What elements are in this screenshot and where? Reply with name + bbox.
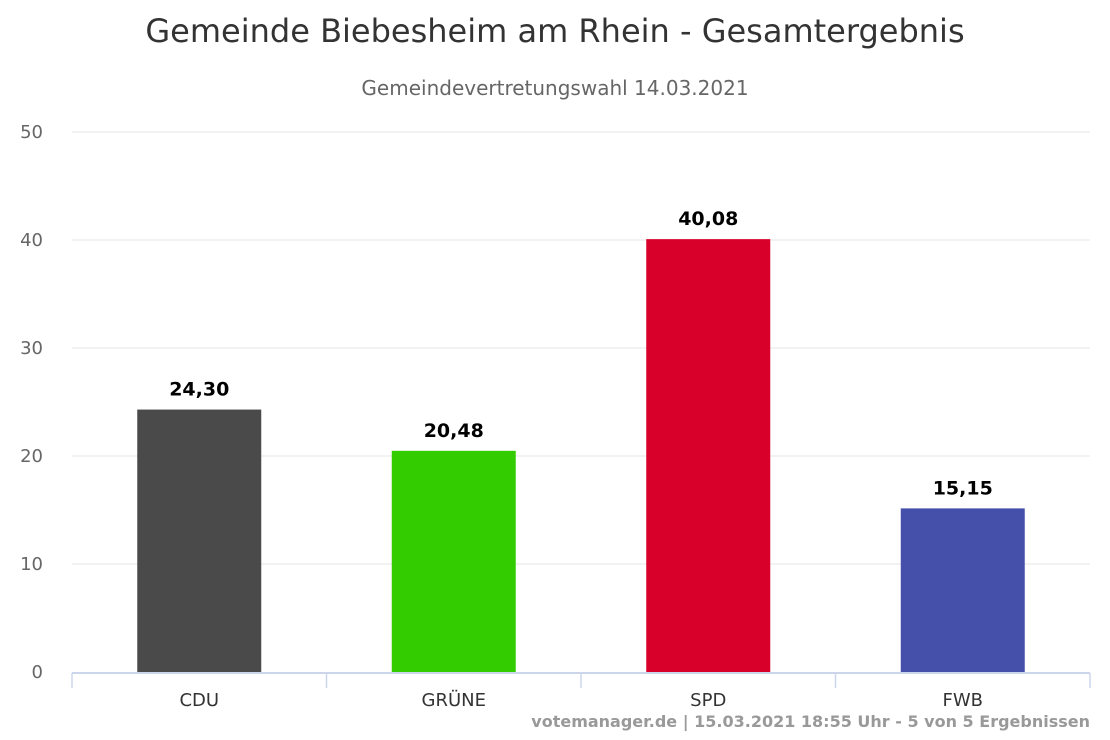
x-tick-label: CDU (179, 690, 219, 711)
y-tick-label: 20 (20, 446, 43, 467)
data-label: 20,48 (424, 420, 484, 442)
data-label: 15,15 (933, 477, 993, 499)
y-axis: 0 10 20 30 40 50 (20, 122, 43, 683)
y-tick-label: 30 (20, 338, 43, 359)
chart-title: Gemeinde Biebesheim am Rhein - Gesamterg… (145, 12, 965, 50)
y-tick-label: 0 (32, 662, 43, 683)
bar-fwb[interactable] (900, 508, 1025, 672)
x-tick-label: FWB (943, 690, 984, 711)
bars (137, 239, 1025, 673)
bar-grüne[interactable] (391, 450, 516, 672)
data-labels: 24,30 20,48 40,08 15,15 (169, 208, 993, 499)
source-footer: votemanager.de | 15.03.2021 18:55 Uhr - … (531, 712, 1090, 731)
chart-subtitle: Gemeindevertretungswahl 14.03.2021 (361, 76, 749, 100)
bar-spd[interactable] (646, 239, 771, 673)
y-tick-label: 50 (20, 122, 43, 143)
x-tick-label: GRÜNE (422, 689, 486, 711)
x-axis: CDU GRÜNE SPD FWB (71, 672, 1091, 711)
data-label: 24,30 (169, 379, 229, 401)
bar-cdu[interactable] (137, 409, 262, 672)
y-tick-label: 40 (20, 230, 43, 251)
data-label: 40,08 (678, 208, 738, 230)
x-tick-label: SPD (690, 690, 726, 711)
y-tick-label: 10 (20, 554, 43, 575)
